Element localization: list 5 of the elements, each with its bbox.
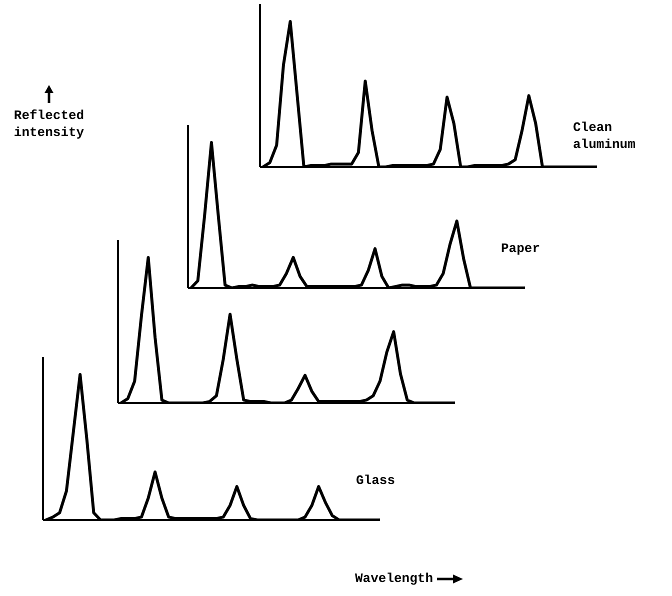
series-label: Clean aluminum (573, 119, 636, 153)
text: Glass (356, 472, 396, 489)
text: Paper (501, 240, 542, 257)
y-axis-title: Reflected intensity (12, 107, 86, 141)
x-axis-title: Wavelength (355, 571, 434, 586)
